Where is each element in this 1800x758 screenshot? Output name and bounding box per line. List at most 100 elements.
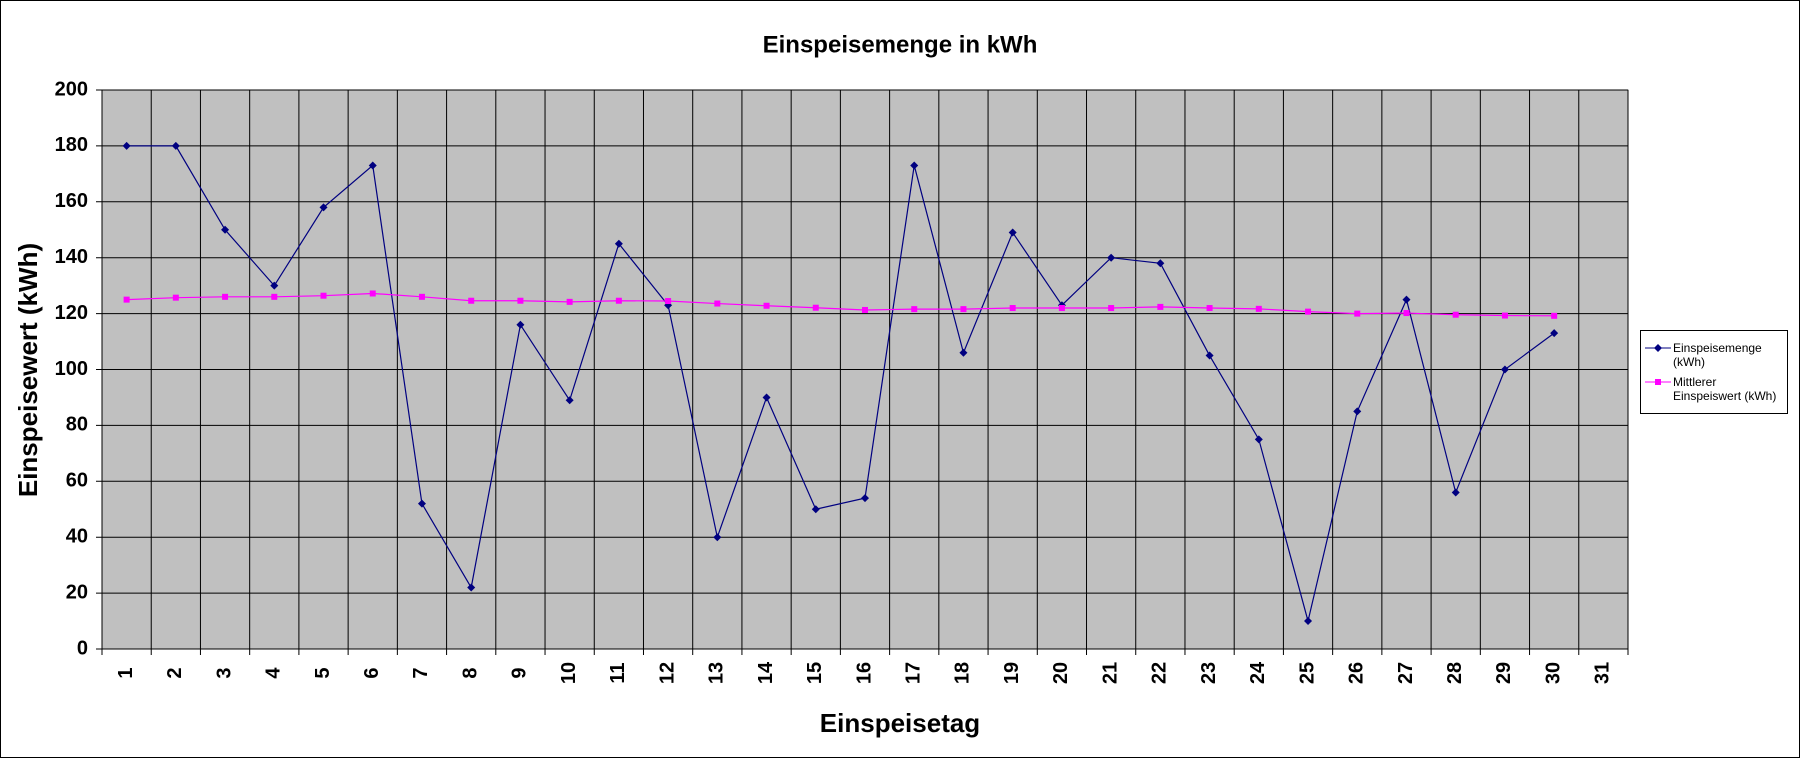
data-point bbox=[1550, 329, 1559, 338]
data-point bbox=[1206, 305, 1213, 312]
x-tick-label: 10 bbox=[558, 662, 580, 684]
data-point bbox=[319, 203, 328, 212]
data-point bbox=[1451, 488, 1460, 497]
series-line bbox=[126, 145, 1555, 622]
x-axis-title: Einspeisetag bbox=[820, 708, 980, 738]
x-tick-label: 5 bbox=[312, 667, 334, 678]
series-line bbox=[126, 292, 1555, 317]
data-point bbox=[1304, 617, 1313, 626]
x-tick-label: 30 bbox=[1542, 662, 1564, 684]
data-point bbox=[665, 298, 672, 305]
x-tick-label: 18 bbox=[952, 662, 974, 684]
data-point bbox=[1452, 311, 1459, 318]
data-point bbox=[123, 296, 130, 303]
y-tick-label: 140 bbox=[55, 246, 88, 268]
x-tick-label: 25 bbox=[1296, 662, 1318, 684]
y-tick-label: 20 bbox=[66, 581, 88, 603]
data-point bbox=[1353, 407, 1362, 416]
x-tick-label: 12 bbox=[656, 662, 678, 684]
data-point bbox=[1305, 308, 1312, 315]
legend-swatch bbox=[1645, 344, 1671, 352]
data-point bbox=[1205, 351, 1214, 360]
data-point bbox=[714, 300, 721, 307]
data-point bbox=[1107, 253, 1116, 262]
data-point bbox=[418, 293, 425, 300]
data-point bbox=[1157, 303, 1164, 310]
x-tick-label: 20 bbox=[1050, 662, 1072, 684]
x-tick-label: 4 bbox=[263, 667, 285, 679]
data-point bbox=[171, 141, 180, 150]
data-point bbox=[812, 304, 819, 311]
y-axis-title: Einspeisewert (kWh) bbox=[13, 243, 43, 497]
data-point bbox=[417, 499, 426, 508]
x-tick-label: 8 bbox=[459, 667, 481, 678]
chart-title: Einspeisemenge in kWh bbox=[763, 31, 1038, 58]
x-tick-label: 3 bbox=[213, 667, 235, 678]
data-point bbox=[911, 306, 918, 313]
data-point bbox=[320, 292, 327, 299]
y-tick-label: 0 bbox=[77, 637, 88, 659]
data-point bbox=[122, 141, 131, 150]
data-point bbox=[467, 583, 476, 592]
data-point bbox=[1501, 312, 1508, 319]
data-point bbox=[960, 306, 967, 313]
data-point bbox=[468, 297, 475, 304]
x-tick-label: 27 bbox=[1395, 662, 1417, 684]
x-tick-label: 17 bbox=[903, 662, 925, 684]
y-tick-label: 160 bbox=[55, 190, 88, 212]
x-tick-label: 15 bbox=[804, 662, 826, 684]
legend-item: Mittlerer Einspeiswert (kWh) bbox=[1643, 375, 1785, 403]
data-point bbox=[566, 298, 573, 305]
x-tick-label: 2 bbox=[164, 667, 186, 678]
data-point bbox=[615, 297, 622, 304]
data-point bbox=[1254, 435, 1263, 444]
x-tick-label: 29 bbox=[1493, 662, 1515, 684]
x-tick-label: 6 bbox=[361, 667, 383, 678]
data-point bbox=[1156, 259, 1165, 268]
data-point bbox=[368, 161, 377, 170]
data-point bbox=[1403, 310, 1410, 317]
x-tick-label: 22 bbox=[1149, 662, 1171, 684]
x-tick-label: 21 bbox=[1099, 662, 1121, 684]
data-point bbox=[517, 297, 524, 304]
data-point bbox=[1255, 305, 1262, 312]
data-point bbox=[762, 393, 771, 402]
legend-label: Mittlerer Einspeiswert (kWh) bbox=[1673, 375, 1777, 403]
data-point bbox=[713, 533, 722, 542]
y-tick-label: 200 bbox=[55, 78, 88, 100]
x-tick-label: 24 bbox=[1247, 661, 1269, 684]
data-point bbox=[763, 302, 770, 309]
x-tick-label: 23 bbox=[1198, 662, 1220, 684]
data-point bbox=[1354, 310, 1361, 317]
x-tick-label: 11 bbox=[607, 662, 629, 683]
data-point bbox=[1551, 312, 1558, 319]
data-point bbox=[1500, 365, 1509, 374]
legend: Einspeisemenge (kWh) Mittlerer Einspeiswe… bbox=[1640, 330, 1788, 414]
data-point bbox=[172, 294, 179, 301]
data-point bbox=[1402, 295, 1411, 304]
y-tick-label: 100 bbox=[55, 358, 88, 380]
y-tick-label: 60 bbox=[66, 470, 88, 492]
legend-label: Einspeisemenge (kWh) bbox=[1673, 341, 1762, 369]
data-point bbox=[270, 281, 279, 290]
x-tick-label: 16 bbox=[853, 662, 875, 684]
y-tick-label: 120 bbox=[55, 302, 88, 324]
y-tick-label: 80 bbox=[66, 414, 88, 436]
x-tick-label: 9 bbox=[509, 667, 531, 678]
data-point bbox=[1009, 305, 1016, 312]
data-point bbox=[910, 161, 919, 170]
data-point bbox=[565, 396, 574, 405]
x-tick-label: 31 bbox=[1592, 662, 1614, 684]
data-point bbox=[862, 306, 868, 313]
data-point bbox=[614, 239, 623, 248]
x-tick-label: 26 bbox=[1346, 662, 1368, 684]
data-point bbox=[1108, 305, 1115, 312]
legend-swatch bbox=[1645, 379, 1671, 385]
y-tick-label: 40 bbox=[66, 525, 88, 547]
x-tick-label: 13 bbox=[706, 662, 728, 684]
x-tick-label: 14 bbox=[755, 661, 777, 684]
data-point bbox=[811, 505, 820, 514]
x-tick-label: 1 bbox=[115, 667, 137, 678]
y-tick-label: 180 bbox=[55, 134, 88, 156]
data-point bbox=[1008, 228, 1017, 237]
